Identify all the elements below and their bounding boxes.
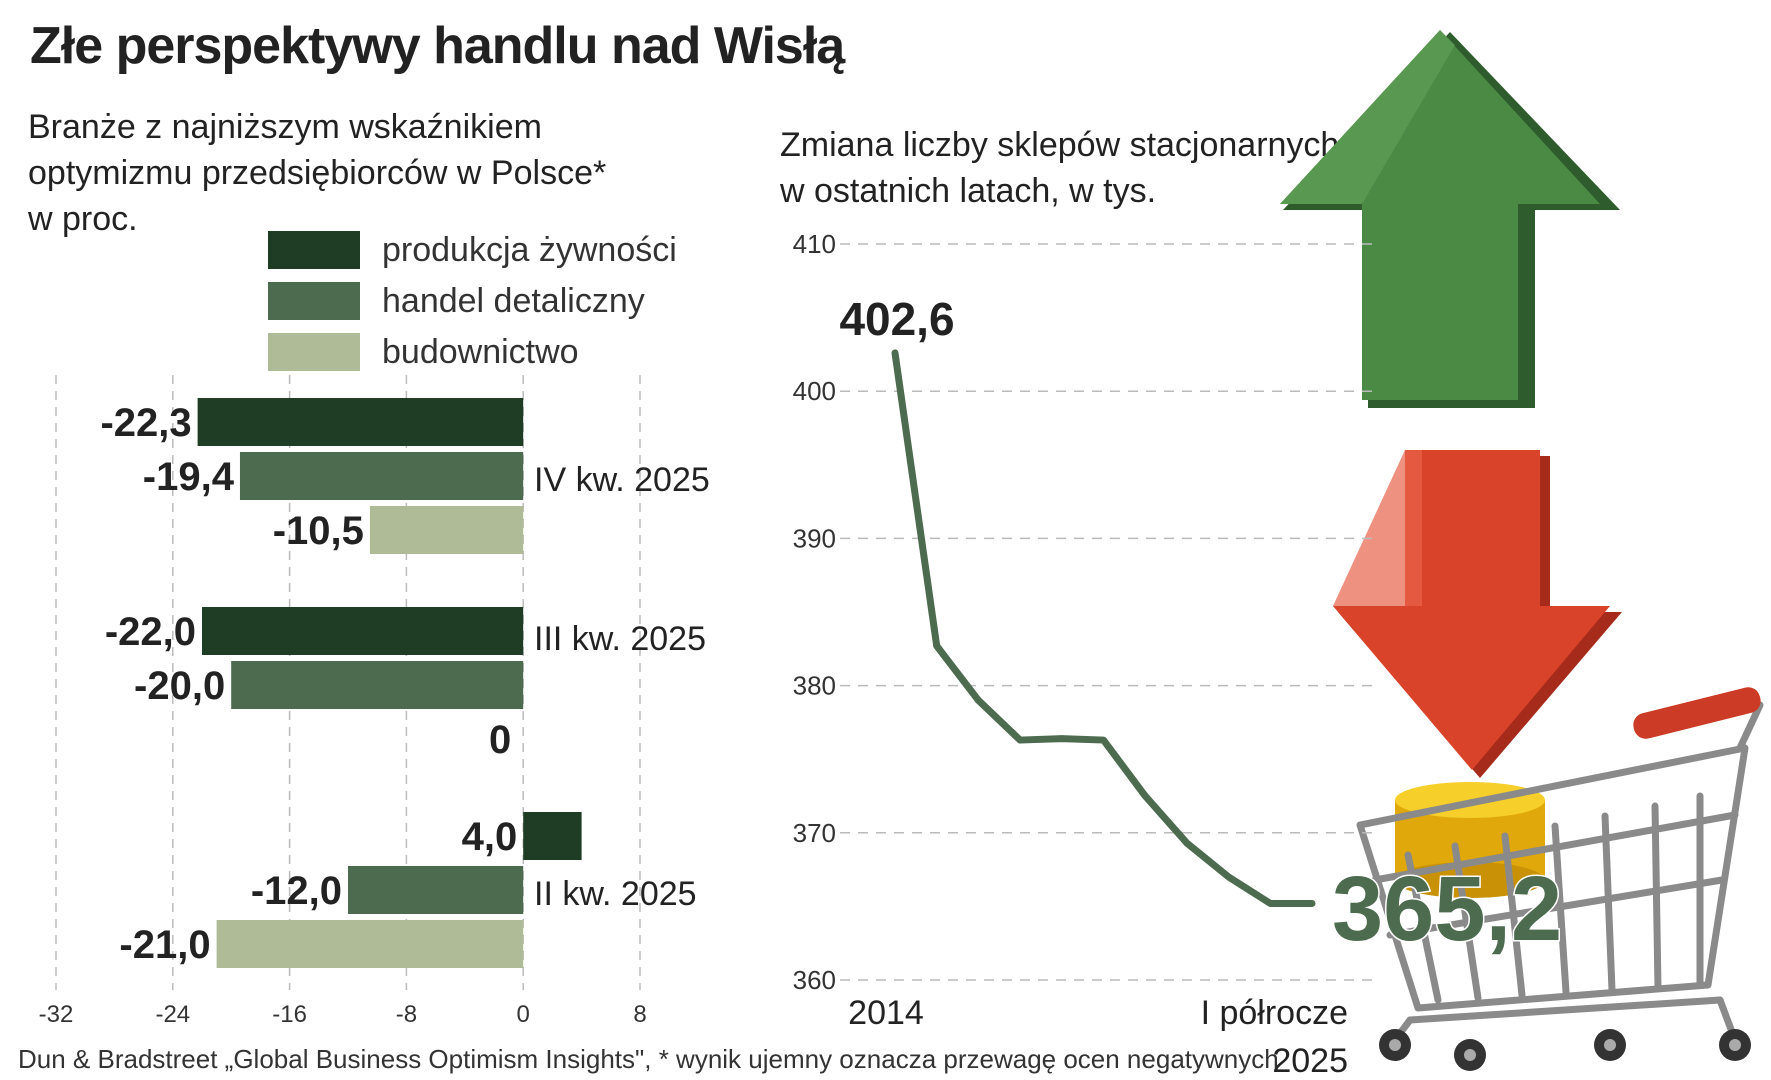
legend-swatch [268,231,360,269]
cart-wheels [1379,1029,1751,1071]
category-label: III kw. 2025 [534,620,706,658]
y-tick-label: 370 [793,818,836,848]
subtitle-line: w proc. [28,200,138,238]
legend-label: produkcja żywności [382,230,677,269]
arrow-down-icon [1333,450,1622,778]
y-tick-label: 400 [793,376,836,406]
bar-value-label: -12,0 [251,869,342,913]
bar [523,812,582,860]
subtitle-line: Zmiana liczby sklepów stacjonarnych [780,126,1340,164]
legend-swatch [268,282,360,320]
y-tick-label: 410 [793,229,836,259]
legend-label: handel detaliczny [382,281,645,320]
end-value-label: 365,2 [1332,858,1562,960]
bar-value-label: 0 [489,718,511,762]
bar [216,920,524,968]
x-tick-label: 8 [633,1001,646,1028]
bar-value-label: -22,0 [105,610,196,654]
bar [202,607,524,655]
bar [231,661,524,709]
y-tick-label: 380 [793,671,836,701]
x-tick-label: -16 [272,1001,307,1028]
legend-item: produkcja żywności [268,230,677,270]
left-chart-subtitle: Branże z najniższym wskaźnikiem optymizm… [28,104,606,242]
x-tick-label: -24 [155,1001,190,1028]
y-tick-label: 390 [793,523,836,553]
x-axis-label: I półrocze [1201,994,1348,1032]
bar [369,506,524,554]
page-title: Złe perspektywy handlu nad Wisłą [30,17,845,75]
bar [197,398,524,446]
legend-item: handel detaliczny [268,281,645,321]
legend-swatch [268,333,360,371]
x-tick-label: -8 [396,1001,417,1028]
legend-label: budownictwo [382,332,579,371]
bar [239,452,524,500]
bar-chart: -32 -24 -16 -8 0 8 -22,3 -19,4 -10,5 IV kw. 2025 -… [39,375,710,1028]
source-note: Dun & Bradstreet „Global Business Optimi… [18,1044,1279,1074]
subtitle-line: w ostatnich latach, w tys. [780,172,1157,210]
start-value-label: 402,6 [839,293,954,345]
series-line [891,349,1316,907]
bar-value-label: -22,3 [100,401,191,445]
bar-value-label: -21,0 [119,923,210,967]
subtitle-line: Branże z najniższym wskaźnikiem [28,108,542,146]
legend-item: budownictwo [268,332,579,372]
x-axis-label: 2025 [1272,1042,1348,1080]
x-tick-label: 0 [517,1001,530,1028]
x-axis-label: 2014 [848,994,924,1032]
cart-handle [1633,687,1761,739]
line-chart: 360 370 380 390 400 410 402,6 365,2 2014 I półroc… [793,229,1564,1080]
bar-value-label: -19,4 [143,455,235,499]
y-tick-label: 360 [793,965,836,995]
category-label: IV kw. 2025 [534,461,710,499]
illustration [1280,30,1764,1071]
bar-value-label: -10,5 [273,509,364,553]
bar-value-label: 4,0 [462,815,518,859]
bar-value-label: -20,0 [134,664,225,708]
subtitle-line: optymizmu przedsiębiorców w Polsce* [28,154,607,192]
bar [348,866,524,914]
arrow-up-icon [1280,30,1620,408]
category-label: II kw. 2025 [534,875,697,913]
right-chart-subtitle: Zmiana liczby sklepów stacjonarnych w os… [780,122,1339,214]
x-tick-label: -32 [39,1001,74,1028]
